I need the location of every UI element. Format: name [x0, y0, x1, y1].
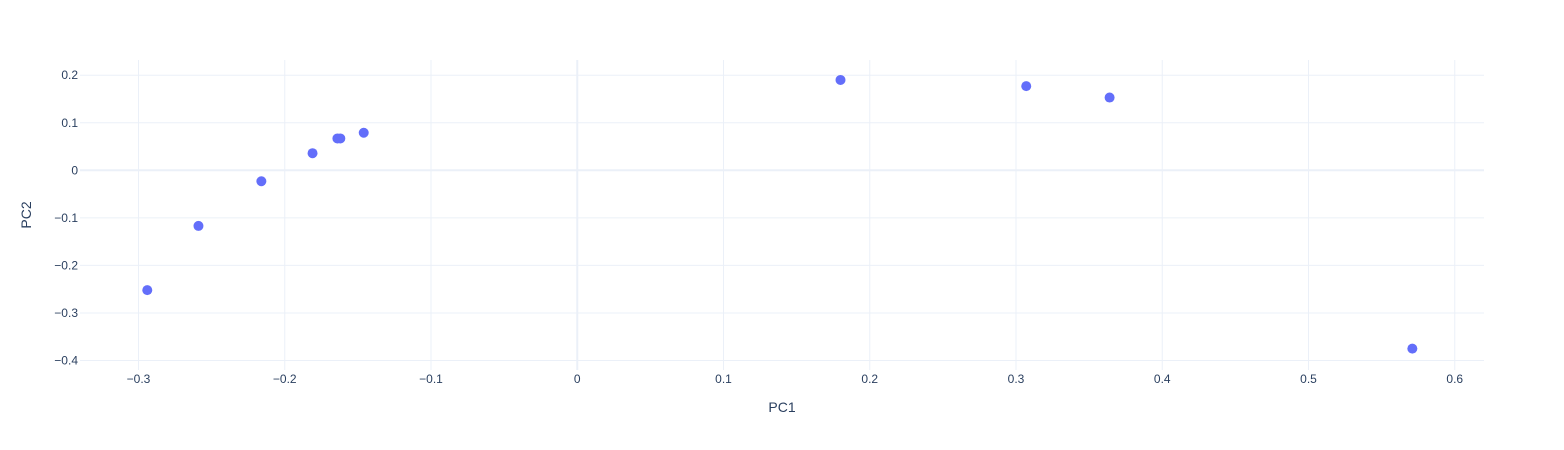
data-point[interactable]: [358, 127, 369, 138]
x-tick-label: −0.1: [419, 372, 443, 386]
zero-lines: [80, 60, 1484, 370]
x-gridlines: [138, 60, 1456, 370]
y-tick-label: −0.1: [54, 211, 78, 225]
data-points: [142, 74, 1418, 354]
y-tick-label: 0: [71, 163, 78, 177]
x-tick-label: −0.3: [127, 372, 151, 386]
data-point[interactable]: [835, 74, 846, 85]
data-point[interactable]: [335, 133, 346, 144]
x-tick-labels: −0.3 −0.2 −0.1 0 0.1 0.2 0.3 0.4 0.5 0.6: [127, 372, 1464, 386]
y-tick-label: 0.2: [61, 68, 78, 82]
y-tick-label: −0.2: [54, 258, 78, 272]
x-tick-label: 0.5: [1300, 372, 1317, 386]
x-tick-label: 0.6: [1446, 372, 1463, 386]
x-axis-title: PC1: [768, 399, 795, 415]
data-point[interactable]: [1021, 81, 1032, 92]
data-point[interactable]: [193, 220, 204, 231]
y-gridlines: [80, 74, 1484, 361]
data-point[interactable]: [1407, 343, 1418, 354]
y-tick-label: 0.1: [61, 116, 78, 130]
y-tick-label: −0.4: [54, 353, 78, 367]
data-point[interactable]: [307, 148, 318, 159]
y-tick-labels: 0.2 0.1 0 −0.1 −0.2 −0.3 −0.4: [54, 68, 78, 367]
y-tick-label: −0.3: [54, 306, 78, 320]
data-point[interactable]: [1104, 92, 1115, 103]
x-tick-label: −0.2: [273, 372, 297, 386]
x-tick-label: 0: [574, 372, 581, 386]
x-tick-label: 0.2: [861, 372, 878, 386]
data-point[interactable]: [256, 176, 267, 187]
data-point[interactable]: [142, 285, 153, 296]
y-axis-title: PC2: [18, 201, 34, 228]
x-tick-label: 0.1: [715, 372, 732, 386]
x-tick-label: 0.4: [1154, 372, 1171, 386]
x-tick-label: 0.3: [1008, 372, 1025, 386]
